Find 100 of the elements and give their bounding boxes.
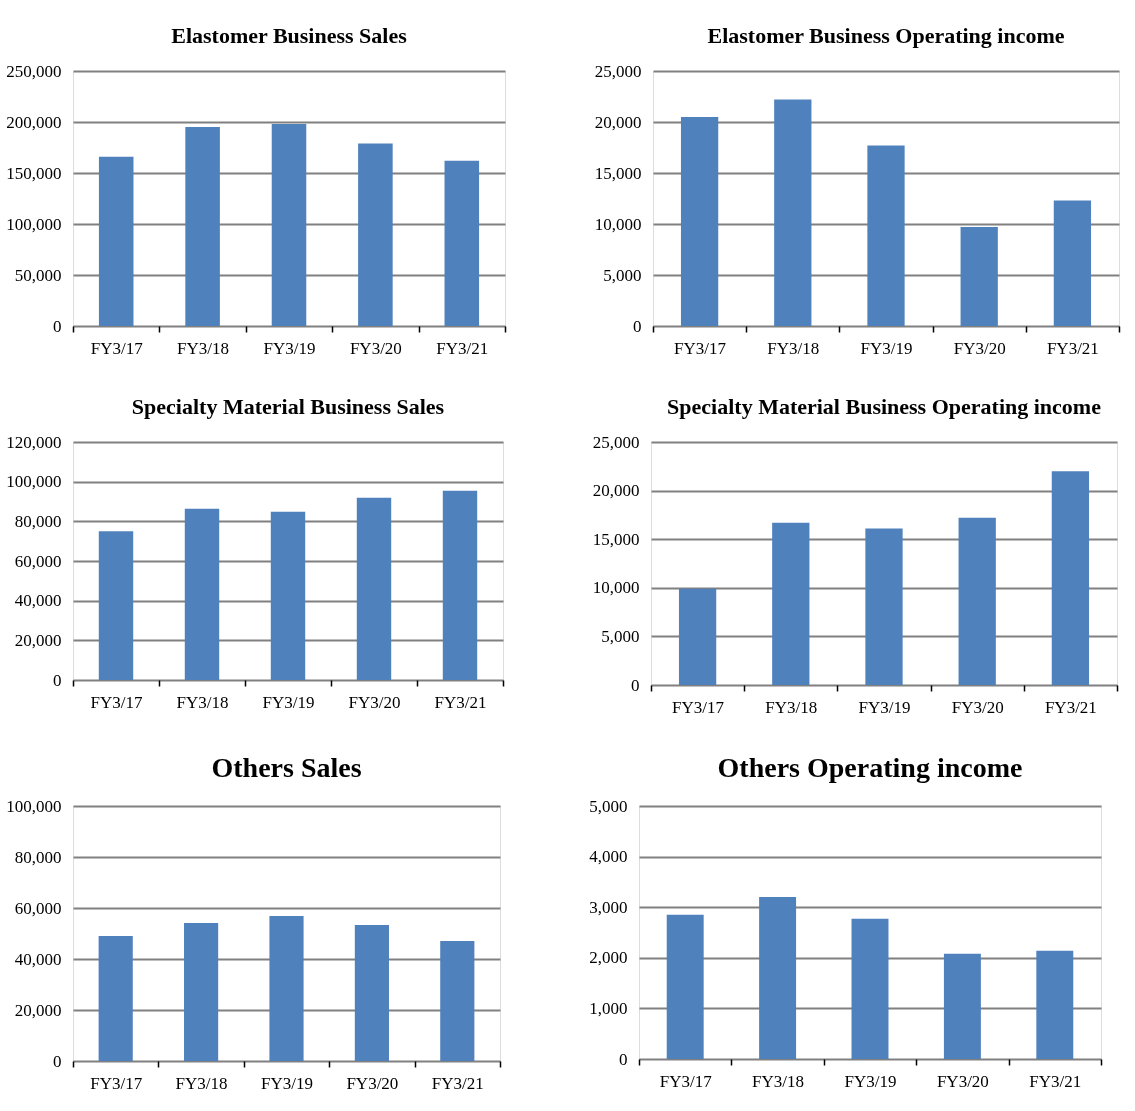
- bar: [680, 116, 719, 326]
- x-tick-label: FY3/18: [177, 338, 230, 358]
- bar: [759, 897, 797, 1059]
- x-tick-label: FY3/19: [262, 692, 315, 712]
- y-tick-label: 200,000: [6, 112, 62, 132]
- chart-title: Others Sales: [211, 752, 362, 783]
- bar: [666, 914, 704, 1059]
- y-tick-label: 5,000: [589, 796, 628, 816]
- y-tick-label: 20,000: [592, 481, 640, 501]
- x-tick-label: FY3/18: [752, 1071, 805, 1091]
- x-tick-label: FY3/18: [765, 697, 818, 717]
- bar: [867, 145, 905, 326]
- chart-title: Elastomer Business Sales: [171, 23, 408, 48]
- bar: [851, 918, 889, 1059]
- y-tick-label: 100,000: [6, 796, 62, 816]
- x-tick-label: FY3/17: [659, 1071, 713, 1091]
- bar: [444, 160, 480, 326]
- bar: [772, 522, 810, 685]
- x-tick-label: FY3/20: [951, 697, 1004, 717]
- chart-title: Specialty Material Business Sales: [131, 394, 445, 419]
- x-tick-label: FY3/19: [858, 697, 911, 717]
- x-tick-label: FY3/18: [767, 338, 820, 358]
- y-tick-label: 15,000: [594, 163, 642, 183]
- y-tick-label: 80,000: [14, 511, 62, 531]
- y-tick-label: 3,000: [589, 897, 628, 917]
- x-tick-label: FY3/21: [436, 338, 489, 358]
- y-tick-label: 80,000: [14, 847, 62, 867]
- bar: [958, 517, 996, 685]
- y-tick-label: 0: [53, 1051, 62, 1071]
- y-tick-label: 15,000: [592, 529, 640, 549]
- y-tick-label: 25,000: [594, 61, 642, 81]
- x-tick-label: FY3/17: [674, 338, 727, 358]
- x-tick-label: FY3/17: [90, 1073, 143, 1093]
- x-tick-label: FY3/21: [431, 1073, 484, 1093]
- bar: [270, 511, 306, 680]
- x-tick-label: FY3/21: [1044, 697, 1097, 717]
- x-tick-label: FY3/20: [348, 692, 401, 712]
- y-tick-label: 1,000: [589, 998, 628, 1018]
- x-tick-label: FY3/20: [953, 338, 1006, 358]
- y-tick-label: 40,000: [14, 591, 62, 611]
- y-tick-label: 0: [631, 675, 640, 695]
- y-tick-label: 20,000: [594, 112, 642, 132]
- x-tick-label: FY3/21: [1029, 1071, 1082, 1091]
- bar: [943, 953, 981, 1059]
- bar: [271, 124, 307, 326]
- y-tick-label: 60,000: [14, 551, 62, 571]
- x-tick-label: FY3/21: [1046, 338, 1099, 358]
- bar: [354, 925, 389, 1061]
- bar: [184, 923, 219, 1061]
- bar: [98, 531, 134, 680]
- y-tick-label: 4,000: [589, 847, 628, 867]
- bar: [98, 936, 133, 1061]
- y-tick-label: 5,000: [601, 626, 640, 646]
- y-tick-label: 100,000: [6, 214, 62, 234]
- y-tick-label: 150,000: [6, 163, 62, 183]
- x-tick-label: FY3/18: [176, 692, 229, 712]
- x-tick-label: FY3/20: [349, 338, 402, 358]
- y-tick-label: 0: [53, 316, 62, 336]
- y-tick-label: 20,000: [14, 1000, 62, 1020]
- y-tick-label: 5,000: [603, 265, 642, 285]
- x-tick-label: FY3/20: [936, 1071, 989, 1091]
- bar: [865, 528, 903, 685]
- x-tick-label: FY3/19: [844, 1071, 897, 1091]
- x-tick-label: FY3/19: [860, 338, 913, 358]
- bar: [678, 588, 717, 685]
- bar: [1053, 200, 1092, 326]
- chart-title: Specialty Material Business Operating income: [667, 394, 1102, 419]
- y-tick-label: 0: [633, 316, 642, 336]
- y-tick-label: 0: [619, 1049, 628, 1069]
- chart-title: Others Operating income: [717, 752, 1023, 783]
- chart-title: Elastomer Business Operating income: [707, 23, 1065, 48]
- y-tick-label: 10,000: [594, 214, 642, 234]
- y-tick-label: 100,000: [6, 472, 62, 492]
- bar: [960, 227, 998, 326]
- bar: [356, 497, 392, 680]
- bar: [98, 156, 134, 326]
- x-tick-label: FY3/19: [263, 338, 316, 358]
- y-tick-label: 40,000: [14, 949, 62, 969]
- x-tick-label: FY3/17: [90, 692, 143, 712]
- y-tick-label: 120,000: [6, 432, 62, 452]
- bar: [1051, 471, 1090, 685]
- bar: [440, 940, 475, 1061]
- y-tick-label: 50,000: [14, 265, 62, 285]
- x-tick-label: FY3/20: [346, 1073, 399, 1093]
- bar: [774, 99, 812, 326]
- y-tick-label: 0: [53, 670, 62, 690]
- bar: [1036, 950, 1074, 1059]
- bar: [184, 508, 220, 680]
- y-tick-label: 60,000: [14, 898, 62, 918]
- y-tick-label: 250,000: [6, 61, 62, 81]
- bar: [269, 915, 304, 1061]
- y-tick-label: 25,000: [592, 432, 640, 452]
- y-tick-label: 20,000: [14, 630, 62, 650]
- y-tick-label: 2,000: [589, 948, 628, 968]
- bar: [442, 490, 478, 680]
- bar: [185, 127, 220, 326]
- x-tick-label: FY3/19: [261, 1073, 313, 1093]
- y-tick-label: 10,000: [592, 578, 640, 598]
- bar: [358, 143, 393, 326]
- x-tick-label: FY3/17: [672, 697, 725, 717]
